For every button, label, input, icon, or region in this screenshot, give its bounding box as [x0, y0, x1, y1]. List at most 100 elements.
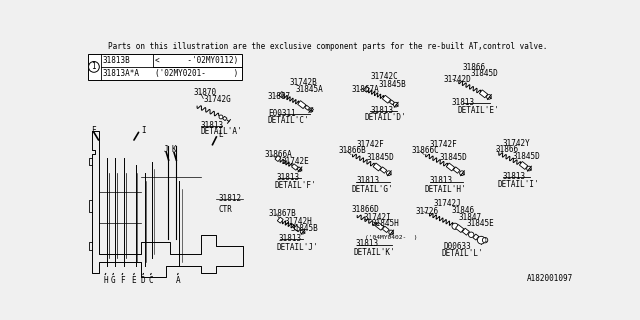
Text: I: I: [141, 126, 145, 135]
Polygon shape: [308, 108, 314, 112]
Polygon shape: [364, 86, 369, 92]
Polygon shape: [298, 101, 306, 108]
Text: 31847: 31847: [459, 212, 482, 221]
Polygon shape: [294, 225, 301, 232]
Text: 31866: 31866: [495, 145, 518, 154]
Text: 31845E: 31845E: [467, 220, 494, 228]
Polygon shape: [297, 167, 302, 172]
Circle shape: [452, 223, 458, 229]
Text: 1: 1: [483, 238, 486, 243]
Polygon shape: [383, 226, 389, 233]
Text: 31845A: 31845A: [296, 85, 323, 94]
Text: 31742C: 31742C: [371, 72, 398, 81]
Text: 31846: 31846: [451, 206, 474, 215]
Text: 31812: 31812: [219, 194, 242, 203]
Text: H: H: [103, 276, 108, 285]
Circle shape: [219, 115, 223, 119]
Polygon shape: [277, 217, 283, 223]
Text: 31742H: 31742H: [284, 217, 312, 226]
Text: 31742Y: 31742Y: [503, 139, 531, 148]
Text: E: E: [132, 276, 136, 285]
Text: <      -'02MY0112): < -'02MY0112): [155, 56, 238, 65]
Text: L: L: [219, 130, 223, 139]
Text: 31845B: 31845B: [378, 80, 406, 89]
Text: 31866: 31866: [463, 63, 486, 72]
Text: 31870: 31870: [193, 88, 216, 97]
Text: 31742B: 31742B: [289, 78, 317, 87]
Polygon shape: [479, 90, 488, 98]
Text: DETAIL'F': DETAIL'F': [274, 181, 316, 190]
Text: DETAIL'D': DETAIL'D': [365, 113, 406, 122]
Polygon shape: [279, 92, 285, 98]
Text: 31866C: 31866C: [412, 146, 440, 155]
Polygon shape: [520, 162, 528, 169]
Text: DETAIL'C': DETAIL'C': [268, 116, 310, 125]
Text: F: F: [92, 126, 96, 135]
Polygon shape: [275, 156, 281, 162]
Circle shape: [486, 95, 492, 99]
Text: 31813: 31813: [276, 172, 300, 181]
Text: 31845D: 31845D: [513, 152, 541, 161]
Text: 31867: 31867: [268, 92, 291, 101]
Circle shape: [300, 229, 305, 234]
Circle shape: [88, 61, 99, 72]
Bar: [88, 54, 242, 80]
Polygon shape: [446, 163, 454, 171]
Polygon shape: [292, 164, 298, 170]
Text: A182001097: A182001097: [527, 274, 573, 283]
Polygon shape: [376, 222, 384, 230]
Polygon shape: [305, 105, 310, 110]
Text: Parts on this illustration are the exclusive component parts for the re-built AT: Parts on this illustration are the exclu…: [108, 42, 548, 51]
Text: 31813: 31813: [356, 239, 379, 249]
Text: DETAIL'I': DETAIL'I': [497, 180, 539, 189]
Text: D00633: D00633: [444, 242, 471, 251]
Circle shape: [468, 232, 474, 237]
Text: G: G: [111, 276, 115, 285]
Text: 31845B: 31845B: [291, 224, 318, 233]
Circle shape: [483, 237, 488, 243]
Text: DETAIL'L': DETAIL'L': [441, 250, 483, 259]
Text: 31742I: 31742I: [364, 212, 391, 221]
Text: 31813: 31813: [451, 98, 474, 107]
Text: 31742G: 31742G: [204, 95, 231, 105]
Polygon shape: [456, 225, 464, 233]
Circle shape: [387, 171, 391, 175]
Text: DETAIL'E': DETAIL'E': [458, 106, 499, 115]
Text: DETAIL'J': DETAIL'J': [276, 243, 318, 252]
Circle shape: [527, 166, 531, 171]
Text: 31867B: 31867B: [269, 210, 296, 219]
Text: 31845D: 31845D: [440, 153, 467, 162]
Text: 31813: 31813: [279, 234, 302, 243]
Text: 31742F: 31742F: [429, 140, 458, 149]
Text: 31813: 31813: [201, 121, 224, 130]
Text: DETAIL'K': DETAIL'K': [353, 248, 395, 257]
Circle shape: [394, 102, 398, 107]
Polygon shape: [382, 95, 390, 103]
Polygon shape: [462, 228, 469, 235]
Text: 31866D: 31866D: [351, 205, 379, 214]
Text: J: J: [164, 145, 168, 154]
Text: 31813A*A: 31813A*A: [102, 69, 140, 78]
Text: DETAIL'G': DETAIL'G': [351, 185, 393, 194]
Text: 31866B: 31866B: [339, 146, 367, 155]
Text: 31845D: 31845D: [367, 153, 394, 162]
Polygon shape: [390, 100, 394, 105]
Text: 31726: 31726: [416, 207, 439, 216]
Text: 31867A: 31867A: [351, 85, 379, 94]
Text: 31813: 31813: [371, 106, 394, 115]
Text: ('04MY0402-  ): ('04MY0402- ): [365, 235, 417, 240]
Polygon shape: [453, 167, 460, 173]
Text: 31742D: 31742D: [444, 75, 471, 84]
Text: E00311: E00311: [268, 108, 296, 117]
Text: 31813: 31813: [429, 176, 452, 185]
Text: K: K: [172, 145, 176, 154]
Polygon shape: [223, 116, 227, 121]
Text: 31813B: 31813B: [102, 56, 130, 65]
Text: DETAIL'H': DETAIL'H': [424, 185, 466, 194]
Text: 31813: 31813: [356, 176, 380, 185]
Text: F: F: [120, 276, 125, 285]
Polygon shape: [380, 167, 387, 173]
Text: A: A: [175, 276, 180, 285]
Polygon shape: [373, 163, 381, 171]
Text: CTR: CTR: [219, 205, 232, 214]
